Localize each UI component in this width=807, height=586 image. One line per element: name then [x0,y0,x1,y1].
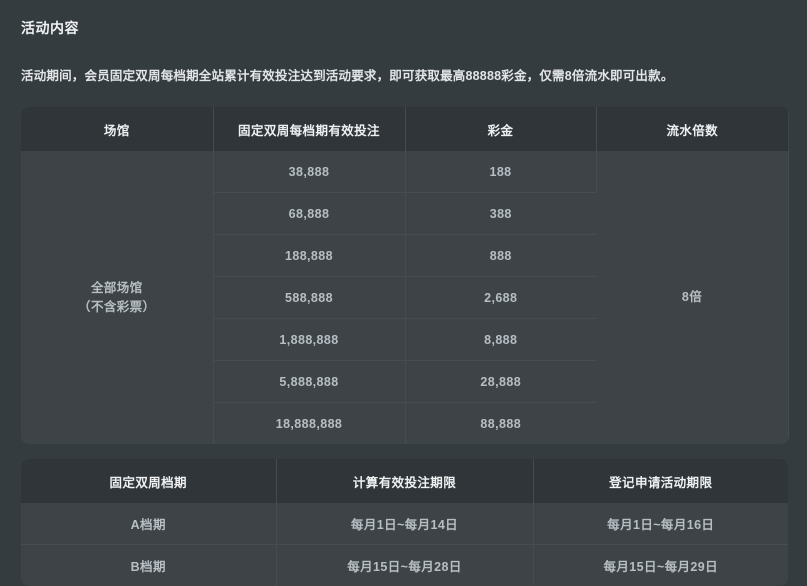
valid-bet-value: 188,888 [213,235,405,277]
schedule-table-body: A档期 每月1日~每月14日 每月1日~每月16日 B档期 每月15日~每月28… [21,503,788,586]
benefits-table: 场馆 固定双周每档期有效投注 彩金 流水倍数 全部场馆 （不含彩票） 38,88… [21,107,789,444]
page-title: 活动内容 [21,18,787,38]
rollover-cell: 8倍 [596,151,788,444]
column-header-rollover: 流水倍数 [596,107,788,151]
bonus-value: 8,888 [405,319,596,361]
application-window-value: 每月15日~每月29日 [533,545,788,586]
bonus-value: 88,888 [405,403,596,445]
bonus-value: 28,888 [405,361,596,403]
venue-cell: 全部场馆 （不含彩票） [21,151,213,444]
betting-window-value: 每月15日~每月28日 [276,545,533,586]
column-header-betting-window: 计算有效投注期限 [276,459,533,503]
bonus-value: 888 [405,235,596,277]
venue-label-primary: 全部场馆 [21,279,213,298]
schedule-table: 固定双周档期 计算有效投注期限 登记申请活动期限 A档期 每月1日~每月14日 … [21,459,788,586]
venue-label-secondary: （不含彩票） [21,298,213,317]
activity-description: 活动期间，会员固定双周每档期全站累计有效投注达到活动要求，即可获取最高88888… [21,67,787,85]
bonus-value: 188 [405,151,596,193]
benefits-table-container: 场馆 固定双周每档期有效投注 彩金 流水倍数 全部场馆 （不含彩票） 38,88… [21,107,787,444]
period-value: B档期 [21,545,276,586]
column-header-bonus: 彩金 [405,107,596,151]
table-header-row: 固定双周档期 计算有效投注期限 登记申请活动期限 [21,459,788,503]
valid-bet-value: 68,888 [213,193,405,235]
valid-bet-value: 588,888 [213,277,405,319]
table-header-row: 场馆 固定双周每档期有效投注 彩金 流水倍数 [21,107,788,151]
table-row: 全部场馆 （不含彩票） 38,888 188 8倍 [21,151,788,193]
valid-bet-value: 18,888,888 [213,403,405,445]
bonus-value: 388 [405,193,596,235]
valid-bet-value: 1,888,888 [213,319,405,361]
schedule-table-container: 固定双周档期 计算有效投注期限 登记申请活动期限 A档期 每月1日~每月14日 … [21,459,787,586]
table-row: B档期 每月15日~每月28日 每月15日~每月29日 [21,545,788,586]
table-row: A档期 每月1日~每月14日 每月1日~每月16日 [21,503,788,545]
application-window-value: 每月1日~每月16日 [533,503,788,545]
column-header-application-window: 登记申请活动期限 [533,459,788,503]
benefits-table-body: 全部场馆 （不含彩票） 38,888 188 8倍 68,888 388 188… [21,151,788,444]
column-header-venue: 场馆 [21,107,213,151]
column-header-period: 固定双周档期 [21,459,276,503]
schedule-table-header: 固定双周档期 计算有效投注期限 登记申请活动期限 [21,459,788,503]
valid-bet-value: 5,888,888 [213,361,405,403]
period-value: A档期 [21,503,276,545]
valid-bet-value: 38,888 [213,151,405,193]
benefits-table-header: 场馆 固定双周每档期有效投注 彩金 流水倍数 [21,107,788,151]
column-header-valid-bet: 固定双周每档期有效投注 [213,107,405,151]
bonus-value: 2,688 [405,277,596,319]
betting-window-value: 每月1日~每月14日 [276,503,533,545]
